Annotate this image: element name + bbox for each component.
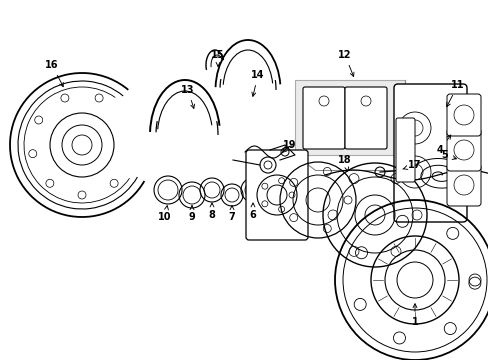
Text: 1: 1: [411, 304, 418, 327]
Text: 14: 14: [251, 70, 264, 96]
FancyBboxPatch shape: [446, 129, 480, 171]
FancyBboxPatch shape: [446, 164, 480, 206]
Text: 5: 5: [441, 150, 455, 160]
FancyBboxPatch shape: [395, 118, 414, 182]
Text: 13: 13: [181, 85, 194, 108]
Text: 11: 11: [446, 80, 464, 107]
Text: 7: 7: [228, 206, 235, 222]
FancyBboxPatch shape: [393, 84, 466, 222]
Text: 12: 12: [338, 50, 353, 76]
Text: 8: 8: [208, 203, 215, 220]
Bar: [294, 80, 404, 155]
FancyBboxPatch shape: [446, 94, 480, 136]
Text: 16: 16: [45, 60, 63, 87]
Text: 2: 2: [0, 359, 1, 360]
Text: 9: 9: [188, 206, 195, 222]
FancyBboxPatch shape: [245, 150, 307, 240]
Text: 3: 3: [0, 359, 1, 360]
Text: 15: 15: [211, 50, 224, 66]
Text: 19: 19: [282, 140, 296, 153]
Text: 10: 10: [158, 206, 171, 222]
Text: 18: 18: [338, 155, 351, 171]
Text: 17: 17: [402, 160, 421, 170]
FancyBboxPatch shape: [345, 87, 386, 149]
Text: 4: 4: [436, 135, 450, 155]
FancyBboxPatch shape: [303, 87, 345, 149]
Text: 6: 6: [249, 203, 256, 220]
